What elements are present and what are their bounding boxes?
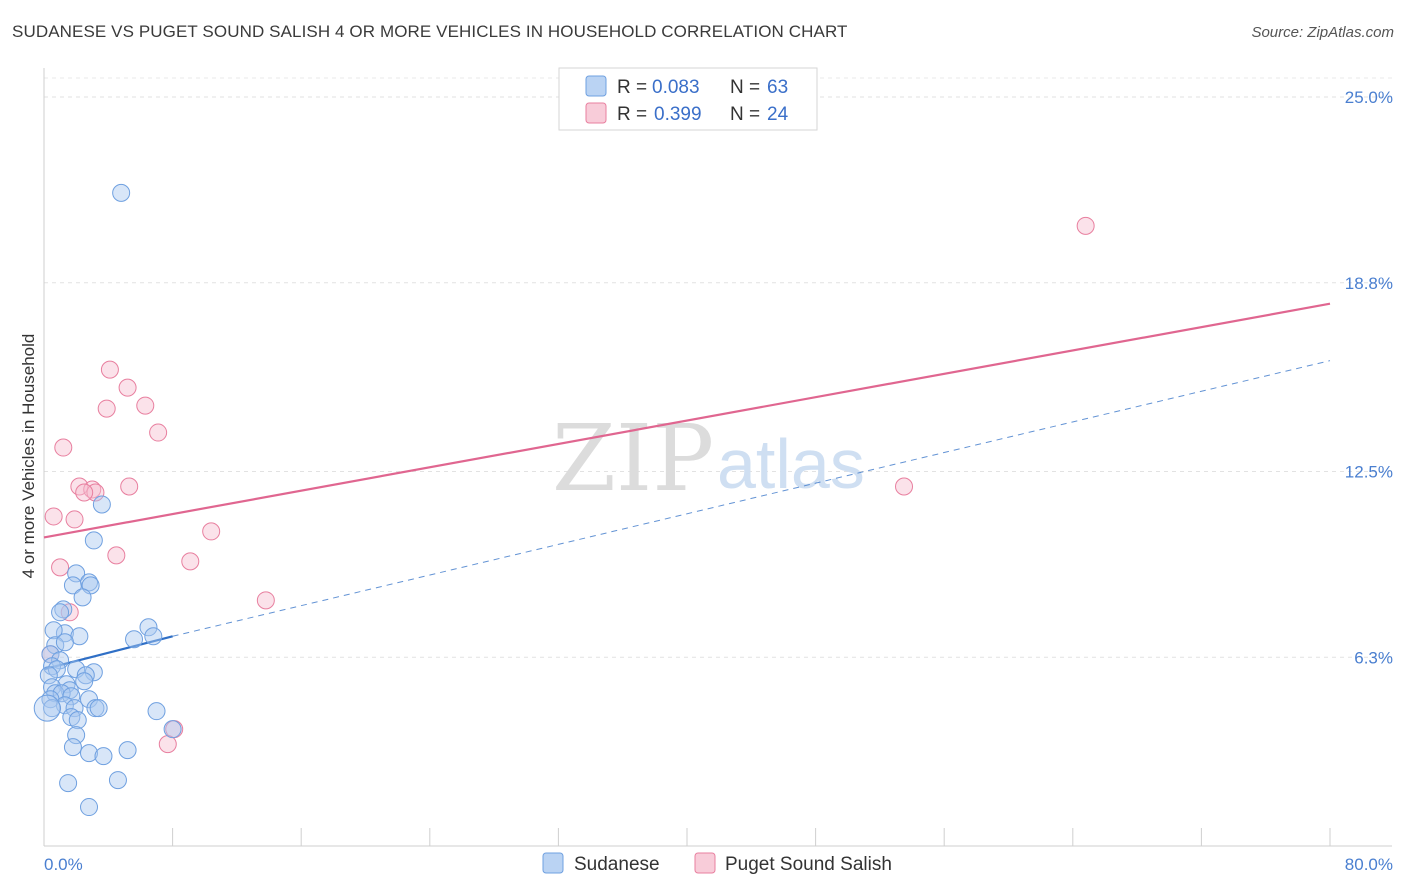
legend: R = 0.083 N = 63 R = 0.399 N = 24	[558, 67, 818, 131]
point-sudanese-32	[62, 687, 81, 706]
point-puget-13	[44, 507, 63, 526]
point-sudanese-43	[67, 726, 86, 745]
point-puget-5	[149, 423, 168, 442]
point-sudanese-44	[63, 738, 82, 757]
watermark-atlas: atlas	[717, 425, 865, 503]
point-sudanese-15	[44, 621, 63, 640]
legend-swatch-sudanese	[585, 75, 607, 97]
y-tick-labels: 6.3% 12.5% 18.8% 25.0%	[1345, 88, 1393, 667]
y-tick-label-0: 6.3%	[1354, 648, 1393, 667]
point-sudanese-46	[118, 741, 137, 760]
y-tick-label-1: 12.5%	[1345, 463, 1393, 482]
legend-n-value-0: 63	[767, 77, 788, 98]
point-sudanese-17	[55, 633, 74, 652]
x-tick-labels: 0.0% 80.0%	[44, 855, 1393, 874]
point-sudanese-40	[147, 702, 166, 721]
point-sudanese-7	[73, 588, 92, 607]
point-sudanese-45	[80, 744, 99, 763]
chart-title: SUDANESE VS PUGET SOUND SALISH 4 OR MORE…	[12, 22, 848, 41]
point-puget-14	[65, 510, 84, 529]
y-tick-label-3: 25.0%	[1345, 88, 1393, 107]
bottom-legend-swatch-sudanese	[542, 852, 564, 874]
point-sudanese-34	[80, 690, 99, 709]
axes	[43, 68, 1392, 847]
point-puget-2	[118, 378, 137, 397]
point-sudanese-14	[125, 630, 144, 649]
point-puget-17	[181, 552, 200, 571]
trend-line-sudanese-extended	[172, 360, 1331, 637]
point-puget-12	[895, 477, 914, 496]
point-puget-19	[256, 591, 275, 610]
point-sudanese-50	[59, 774, 78, 793]
point-sudanese-0	[112, 183, 131, 202]
point-puget-4	[136, 396, 155, 415]
point-puget-11	[120, 477, 139, 496]
point-sudanese-9	[51, 603, 70, 622]
point-sudanese-48	[163, 720, 182, 739]
point-sudanese-25	[76, 666, 95, 685]
gridlines	[44, 77, 1392, 658]
point-sudanese-49	[108, 771, 127, 790]
legend-r-value-0: 0.083	[652, 77, 700, 98]
point-puget-0	[1076, 216, 1095, 235]
point-puget-6	[54, 438, 73, 457]
legend-r-value-1: 0.399	[654, 104, 702, 125]
trend-lines	[43, 302, 1331, 671]
point-sudanese-3	[67, 564, 86, 583]
x-tick-label-0: 0.0%	[44, 855, 83, 874]
point-sudanese-42	[68, 711, 87, 730]
point-sudanese-1	[92, 495, 111, 514]
bottom-legend: Sudanese Puget Sound Salish	[542, 852, 892, 875]
point-puget-1	[100, 360, 119, 379]
bottom-legend-swatch-puget	[694, 852, 716, 874]
point-puget-15	[202, 522, 221, 541]
watermark-zip: ZIP	[552, 405, 714, 512]
point-puget-18	[51, 558, 70, 577]
legend-n-value-1: 24	[767, 104, 789, 125]
y-tick-label-2: 18.8%	[1345, 274, 1393, 293]
point-sudanese-5	[63, 576, 82, 595]
point-sudanese-10	[139, 618, 158, 637]
point-sudanese-47	[94, 747, 113, 766]
source-label: Source: ZipAtlas.com	[1251, 24, 1394, 41]
legend-n-label-1: N =	[730, 104, 760, 125]
point-sudanese-2	[84, 531, 103, 550]
point-sudanese-24	[39, 666, 58, 685]
legend-swatch-puget	[585, 102, 607, 124]
point-sudanese-cluster	[33, 694, 61, 722]
scatter-points	[33, 183, 1095, 817]
point-puget-10	[75, 483, 94, 502]
point-sudanese-51	[80, 798, 99, 817]
legend-r-label-1: R =	[617, 104, 647, 125]
y-axis-label: 4 or more Vehicles in Household	[19, 334, 38, 579]
trend-line-puget	[43, 302, 1331, 539]
watermark: ZIP atlas	[552, 405, 865, 512]
point-sudanese-13	[144, 627, 163, 646]
point-sudanese-38	[89, 699, 108, 718]
point-puget-23	[158, 735, 177, 754]
point-sudanese-31	[52, 684, 71, 703]
legend-n-label-0: N =	[730, 77, 760, 98]
point-sudanese-26	[75, 672, 94, 691]
point-sudanese-8	[54, 600, 73, 619]
legend-r-label-0: R =	[617, 77, 647, 98]
trend-line-sudanese	[43, 635, 173, 671]
point-puget-3	[97, 399, 116, 418]
point-puget-16	[107, 546, 126, 565]
x-tick-label-1: 80.0%	[1345, 855, 1393, 874]
bottom-legend-label-puget: Puget Sound Salish	[725, 854, 892, 875]
bottom-legend-label-sudanese: Sudanese	[574, 854, 660, 875]
